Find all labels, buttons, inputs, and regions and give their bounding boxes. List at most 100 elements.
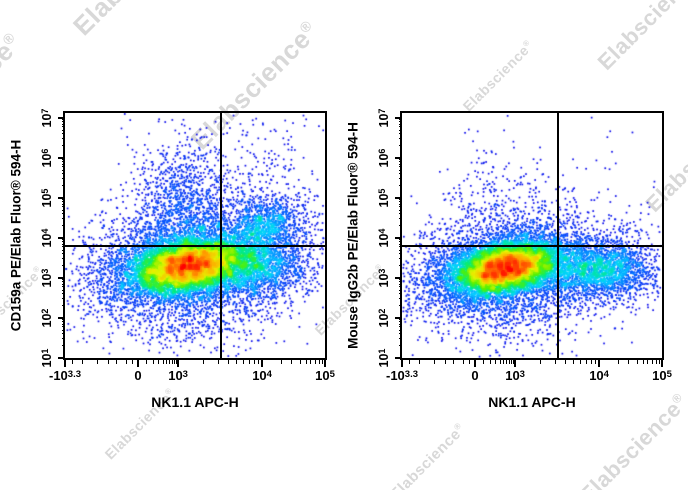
y-minor-tick [61, 329, 65, 331]
x-minor-tick [166, 360, 168, 364]
y-tick-label: 105 [40, 188, 54, 208]
x-minor-tick [655, 360, 657, 364]
y-minor-tick [398, 199, 402, 201]
y-minor-tick [398, 241, 402, 243]
x-minor-tick [253, 360, 255, 364]
y-minor-tick [398, 161, 402, 163]
y-tick-label: 106 [377, 148, 391, 168]
density-dot-canvas [402, 113, 662, 358]
y-minor-tick [61, 138, 65, 140]
x-major-tick [661, 360, 663, 367]
y-minor-tick [398, 243, 402, 245]
x-minor-tick [508, 360, 510, 364]
x-minor-tick [579, 360, 581, 364]
y-minor-tick [61, 305, 65, 307]
y-minor-tick [61, 178, 65, 180]
x-axis-ticks [401, 360, 663, 369]
watermark-text: Elabscience® [459, 37, 533, 115]
y-major-tick [58, 157, 65, 159]
x-minor-tick [228, 360, 230, 364]
y-tick-label: 103 [377, 268, 391, 288]
y-minor-tick [398, 126, 402, 128]
x-tick-label: 103 [505, 368, 525, 383]
x-major-tick [598, 360, 601, 367]
y-minor-tick [61, 239, 65, 241]
x-minor-tick [257, 360, 259, 364]
y-minor-tick [398, 333, 402, 335]
y-minor-tick [61, 159, 65, 161]
y-tick-label: 103 [40, 268, 54, 288]
x-minor-tick [452, 360, 454, 364]
x-minor-tick [590, 360, 592, 364]
y-major-tick [395, 196, 402, 199]
y-minor-tick [61, 253, 65, 255]
x-tick-label: 104 [589, 368, 609, 383]
y-major-tick [395, 357, 402, 359]
y-minor-tick [61, 218, 65, 220]
y-minor-tick [398, 213, 402, 215]
x-minor-tick [585, 360, 587, 364]
y-minor-tick [398, 286, 402, 288]
x-minor-tick [280, 360, 282, 364]
y-minor-tick [398, 119, 402, 121]
x-minor-tick [248, 360, 250, 364]
y-minor-tick [61, 213, 65, 215]
x-tick-label: -103.3 [385, 368, 419, 383]
y-minor-tick [61, 338, 65, 340]
x-minor-tick [482, 360, 484, 364]
x-minor-tick [434, 360, 436, 364]
x-minor-tick [305, 360, 307, 364]
x-tick-label: 105 [315, 368, 335, 383]
x-minor-tick [418, 360, 420, 364]
y-minor-tick [398, 329, 402, 331]
y-tick-label: 107 [377, 108, 391, 128]
x-minor-tick [636, 360, 638, 364]
plot-frame [63, 111, 327, 360]
x-minor-tick [642, 360, 644, 364]
y-minor-tick [398, 323, 402, 325]
x-minor-tick [658, 360, 660, 364]
y-major-tick [58, 236, 65, 239]
y-minor-tick [61, 289, 65, 291]
y-minor-tick [61, 319, 65, 321]
y-tick-label: 105 [377, 188, 391, 208]
y-minor-tick [398, 173, 402, 175]
y-minor-tick [398, 279, 402, 281]
x-minor-tick [125, 360, 127, 364]
y-minor-tick [398, 283, 402, 285]
y-minor-tick [61, 243, 65, 245]
x-major-tick [64, 360, 66, 367]
y-minor-tick [398, 169, 402, 171]
watermark-text: Elabscience® [67, 0, 207, 42]
x-axis-label: NK1.1 APC-H [151, 394, 239, 410]
y-minor-tick [398, 281, 402, 283]
y-minor-tick [61, 345, 65, 347]
y-minor-tick [61, 123, 65, 125]
x-minor-tick [97, 360, 99, 364]
x-minor-tick [217, 360, 219, 364]
x-minor-tick [145, 360, 147, 364]
y-minor-tick [398, 293, 402, 295]
y-minor-tick [61, 169, 65, 171]
x-minor-tick [158, 360, 160, 364]
quadrant-gate-horizontal [65, 244, 325, 247]
x-tick-labels: -103.3 0 103 104 105 [49, 368, 335, 388]
y-minor-tick [61, 185, 65, 187]
x-major-tick [514, 360, 517, 367]
y-minor-tick [398, 209, 402, 211]
y-minor-tick [398, 239, 402, 241]
y-tick-label: 107 [40, 108, 54, 128]
quadrant-gate-vertical [557, 113, 559, 358]
y-axis-ticks [56, 113, 65, 359]
y-major-tick [395, 236, 402, 239]
x-minor-tick [81, 360, 83, 364]
y-minor-tick [61, 166, 65, 168]
y-tick-label: 102 [377, 308, 391, 328]
y-minor-tick [61, 126, 65, 128]
x-minor-tick [511, 360, 513, 364]
x-minor-tick [314, 360, 316, 364]
y-minor-tick [398, 133, 402, 135]
x-minor-tick [506, 360, 508, 364]
x-major-tick [474, 360, 477, 367]
